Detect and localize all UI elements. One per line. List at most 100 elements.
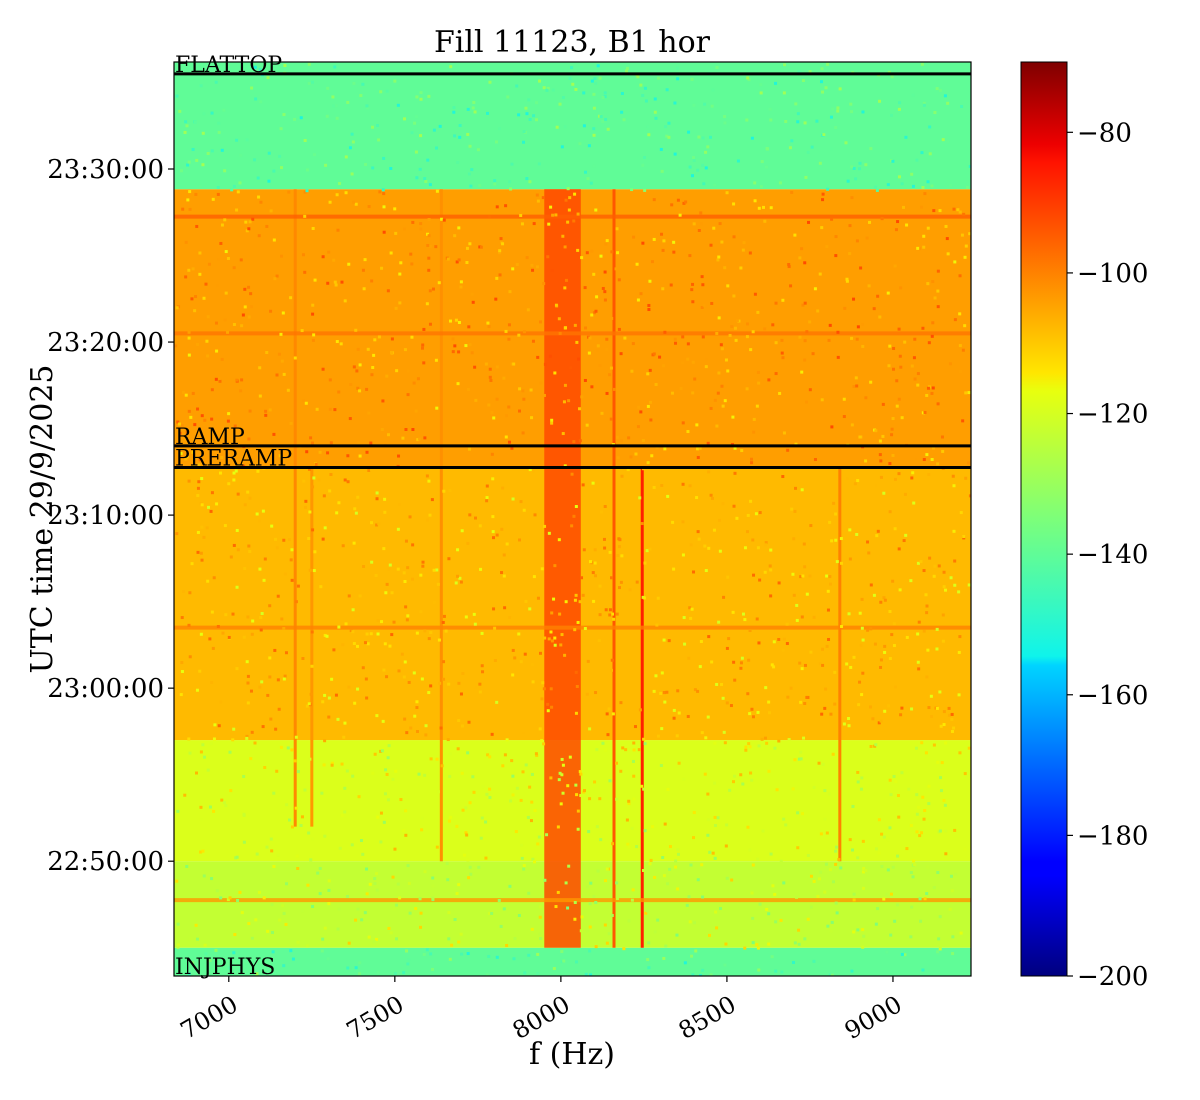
heatmap-pixel bbox=[185, 430, 189, 434]
heatmap-pixel bbox=[710, 496, 714, 500]
heatmap-pixel bbox=[639, 83, 643, 87]
heatmap-pixel bbox=[301, 253, 305, 257]
heatmap-pixel bbox=[434, 358, 438, 362]
heatmap-pixel bbox=[210, 417, 214, 421]
heatmap-pixel bbox=[725, 701, 729, 705]
heatmap-pixel bbox=[646, 125, 650, 129]
heatmap-pixel bbox=[588, 797, 592, 801]
heatmap-pixel bbox=[378, 190, 382, 194]
heatmap-pixel bbox=[343, 299, 347, 303]
heatmap-pixel bbox=[615, 761, 619, 765]
heatmap-pixel bbox=[386, 798, 390, 802]
heatmap-pixel bbox=[706, 833, 710, 837]
heatmap-pixel bbox=[520, 222, 524, 226]
heatmap-pixel bbox=[574, 670, 578, 674]
heatmap-pixel bbox=[527, 953, 531, 957]
heatmap-pixel bbox=[856, 770, 860, 774]
heatmap-pixel bbox=[823, 706, 827, 710]
heatmap-pixel bbox=[508, 884, 512, 888]
heatmap-pixel bbox=[861, 671, 865, 675]
heatmap-pixel bbox=[676, 887, 680, 891]
heatmap-pixel bbox=[681, 553, 685, 557]
heatmap-pixel bbox=[828, 868, 832, 872]
heatmap-pixel bbox=[518, 387, 522, 391]
heatmap-pixel bbox=[769, 548, 773, 552]
heatmap-pixel bbox=[579, 772, 583, 776]
heatmap-pixel bbox=[911, 875, 915, 879]
heatmap-pixel bbox=[199, 750, 203, 754]
heatmap-pixel bbox=[869, 147, 873, 151]
heatmap-pixel bbox=[845, 662, 849, 666]
heatmap-pixel bbox=[642, 737, 646, 741]
heatmap-pixel bbox=[217, 121, 221, 125]
heatmap-pixel bbox=[897, 547, 901, 551]
heatmap-pixel bbox=[490, 410, 494, 414]
x-tick-label: 7500 bbox=[342, 990, 409, 1045]
heatmap-pixel bbox=[485, 496, 489, 500]
heatmap-pixel bbox=[603, 505, 607, 509]
heatmap-pixel bbox=[604, 117, 608, 121]
heatmap-pixel bbox=[343, 721, 347, 725]
heatmap-pixel bbox=[536, 971, 540, 975]
heatmap-pixel bbox=[793, 758, 797, 762]
heatmap-pixel bbox=[943, 94, 947, 98]
heatmap-pixel bbox=[293, 356, 297, 360]
heatmap-pixel bbox=[691, 282, 695, 286]
heatmap-pixel bbox=[245, 138, 249, 142]
heatmap-pixel bbox=[453, 344, 457, 348]
heatmap-pixel bbox=[518, 538, 522, 542]
heatmap-pixel bbox=[930, 184, 934, 188]
heatmap-pixel bbox=[690, 954, 694, 958]
heatmap-pixel bbox=[478, 524, 482, 528]
heatmap-pixel bbox=[924, 751, 928, 755]
heatmap-pixel bbox=[365, 867, 369, 871]
heatmap-pixel bbox=[258, 519, 262, 523]
colorbar-tick-label: −200 bbox=[1077, 962, 1148, 992]
heatmap-pixel bbox=[821, 647, 825, 651]
heatmap-pixel bbox=[932, 743, 936, 747]
heatmap-pixel bbox=[852, 166, 856, 170]
heatmap-pixel bbox=[418, 897, 422, 901]
heatmap-pixel bbox=[825, 245, 829, 249]
heatmap-pixel bbox=[941, 449, 945, 453]
heatmap-pixel bbox=[519, 660, 523, 664]
heatmap-pixel bbox=[594, 901, 598, 905]
heatmap-pixel bbox=[493, 179, 497, 183]
heatmap-pixel bbox=[282, 372, 286, 376]
heatmap-pixel bbox=[699, 974, 703, 976]
heatmap-pixel bbox=[403, 580, 407, 584]
heatmap-pixel bbox=[281, 904, 285, 908]
heatmap-pixel bbox=[247, 285, 251, 289]
heatmap-pixel bbox=[549, 687, 553, 691]
heatmap-pixel bbox=[200, 414, 204, 418]
heatmap-pixel bbox=[315, 407, 319, 411]
heatmap-pixel bbox=[490, 452, 494, 456]
heatmap-pixel bbox=[831, 880, 835, 884]
heatmap-pixel bbox=[800, 667, 804, 671]
heatmap-pixel bbox=[572, 219, 576, 223]
heatmap-pixel bbox=[877, 851, 881, 855]
heatmap-pixel bbox=[330, 677, 334, 681]
heatmap-pixel bbox=[480, 631, 484, 635]
heatmap-pixel bbox=[406, 864, 410, 868]
heatmap-pixel bbox=[269, 209, 273, 213]
heatmap-pixel bbox=[415, 95, 419, 99]
heatmap-pixel bbox=[220, 148, 224, 152]
heatmap-pixel bbox=[184, 275, 188, 279]
heatmap-pixel bbox=[535, 193, 539, 197]
heatmap-pixel bbox=[953, 583, 957, 587]
heatmap-pixel bbox=[476, 148, 480, 152]
heatmap-pixel bbox=[917, 805, 921, 809]
heatmap-pixel bbox=[405, 949, 409, 953]
heatmap-pixel bbox=[487, 403, 491, 407]
heatmap-pixel bbox=[323, 834, 327, 838]
heatmap-pixel bbox=[877, 721, 881, 725]
heatmap-pixel bbox=[670, 203, 674, 207]
heatmap-pixel bbox=[781, 298, 785, 302]
heatmap-pixel bbox=[860, 971, 864, 975]
heatmap-pixel bbox=[194, 295, 198, 299]
heatmap-pixel bbox=[419, 91, 423, 95]
heatmap-pixel bbox=[903, 340, 907, 344]
heatmap-pixel bbox=[197, 177, 201, 181]
heatmap-pixel bbox=[936, 760, 940, 764]
